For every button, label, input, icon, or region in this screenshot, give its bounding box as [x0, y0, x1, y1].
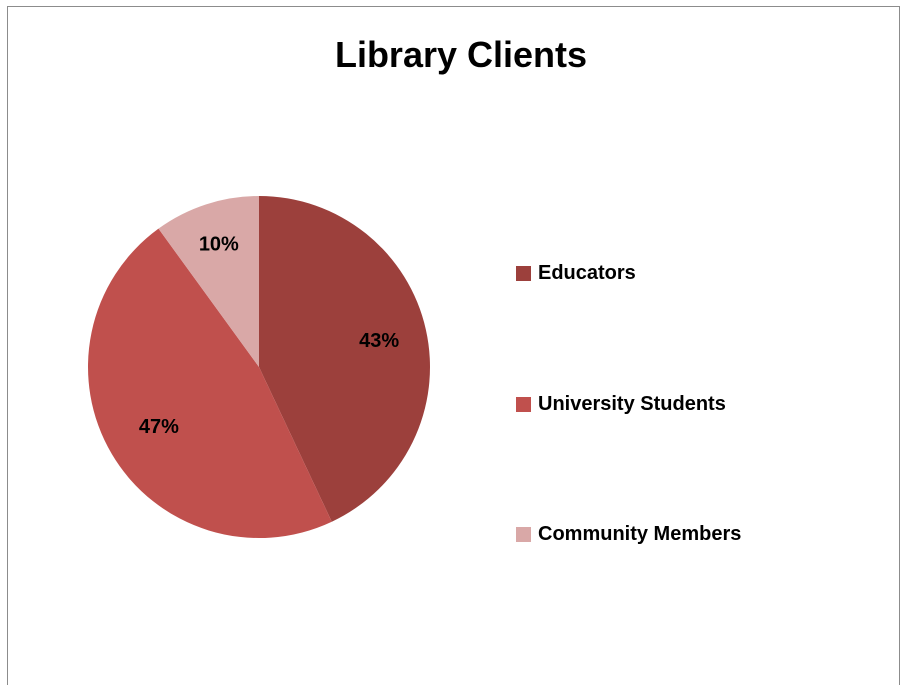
legend-label-community-members: Community Members: [538, 523, 742, 545]
legend-item-educators: Educators: [516, 262, 636, 285]
data-label-educators: 43%: [359, 330, 399, 352]
legend-swatch-community-members: [516, 527, 531, 542]
legend-swatch-educators: [516, 266, 531, 281]
legend-item-community-members: Community Members: [516, 523, 741, 546]
pie-slice-community-members: [158, 196, 259, 367]
data-label-community-members: 10%: [199, 233, 239, 255]
legend-item-university-students: University Students: [516, 393, 726, 416]
legend-swatch-university-students: [516, 397, 531, 412]
pie-slice-university-students: [87, 228, 332, 539]
pie-slice-educators: [259, 196, 431, 522]
chart-title: Library Clients: [334, 34, 588, 75]
data-label-university-students: 47%: [139, 416, 179, 438]
legend-label-university-students: University Students: [538, 393, 726, 415]
legend-label-educators: Educators: [538, 262, 636, 284]
